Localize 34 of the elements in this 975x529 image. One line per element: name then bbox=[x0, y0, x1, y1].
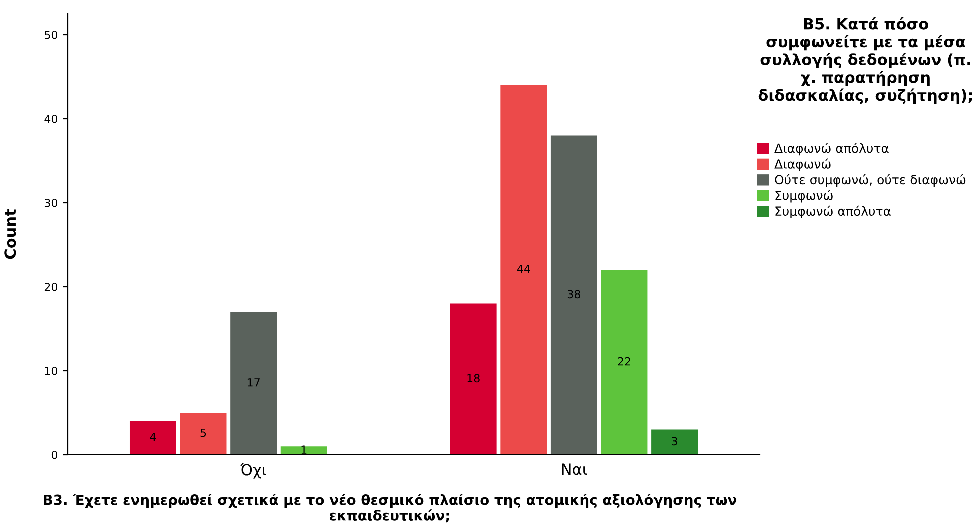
data-label: 1 bbox=[302, 446, 307, 454]
bar bbox=[500, 85, 548, 455]
legend-label: Διαφωνώ bbox=[774, 158, 831, 172]
data-label: 22 bbox=[618, 357, 630, 366]
y-axis-title: Count bbox=[4, 209, 16, 260]
y-tick-label: 50 bbox=[44, 30, 58, 40]
y-tick-label: 10 bbox=[45, 366, 58, 376]
x-axis-title: B3. Έχετε ενημερωθεί σχετικά με το νέο θεσμικό πλαίσιο της ατομικής αξιολόγησης των εκπαιδευτικών; bbox=[44, 494, 737, 523]
data-label: 5 bbox=[200, 428, 206, 438]
legend-label: Συμφωνώ bbox=[776, 190, 833, 203]
bar bbox=[130, 421, 176, 455]
bar bbox=[550, 136, 598, 455]
bar bbox=[450, 304, 497, 455]
legend-label: Διαφωνώ απόλυτα bbox=[774, 143, 889, 156]
x-tick-label: Όχι bbox=[240, 463, 266, 479]
data-label: 38 bbox=[568, 290, 580, 299]
data-label: 18 bbox=[468, 374, 480, 383]
legend-title: B5. Κατά πόσο συμφωνείτε με τα μέσα συλλογής δεδομένων (π. χ. παρατήρηση διδασκαλίας, συζήτηση); bbox=[758, 17, 972, 104]
x-tick-label: Ναι bbox=[562, 464, 587, 476]
data-label: 3 bbox=[672, 437, 678, 446]
data-label: 4 bbox=[150, 433, 156, 442]
bar bbox=[180, 413, 227, 455]
y-tick-label: 30 bbox=[44, 198, 58, 208]
bar bbox=[280, 446, 328, 455]
legend-label: Ούτε συμφωνώ, ούτε διαφωνώ bbox=[775, 174, 966, 188]
data-label: 44 bbox=[517, 265, 530, 274]
y-tick-label: 40 bbox=[44, 114, 58, 124]
y-tick-label: 20 bbox=[44, 282, 58, 292]
bar bbox=[652, 430, 698, 455]
bar bbox=[601, 270, 648, 455]
y-tick-label: 0 bbox=[52, 450, 58, 460]
legend-label: Συμφωνώ απόλυτα bbox=[776, 206, 891, 218]
bar bbox=[230, 312, 278, 455]
data-label: 17 bbox=[248, 378, 260, 387]
